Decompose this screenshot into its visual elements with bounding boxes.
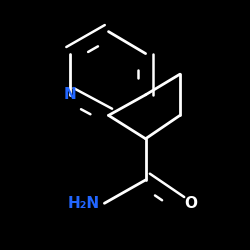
Text: H₂N: H₂N [68,196,100,211]
Text: O: O [184,196,198,211]
Text: N: N [64,87,76,102]
